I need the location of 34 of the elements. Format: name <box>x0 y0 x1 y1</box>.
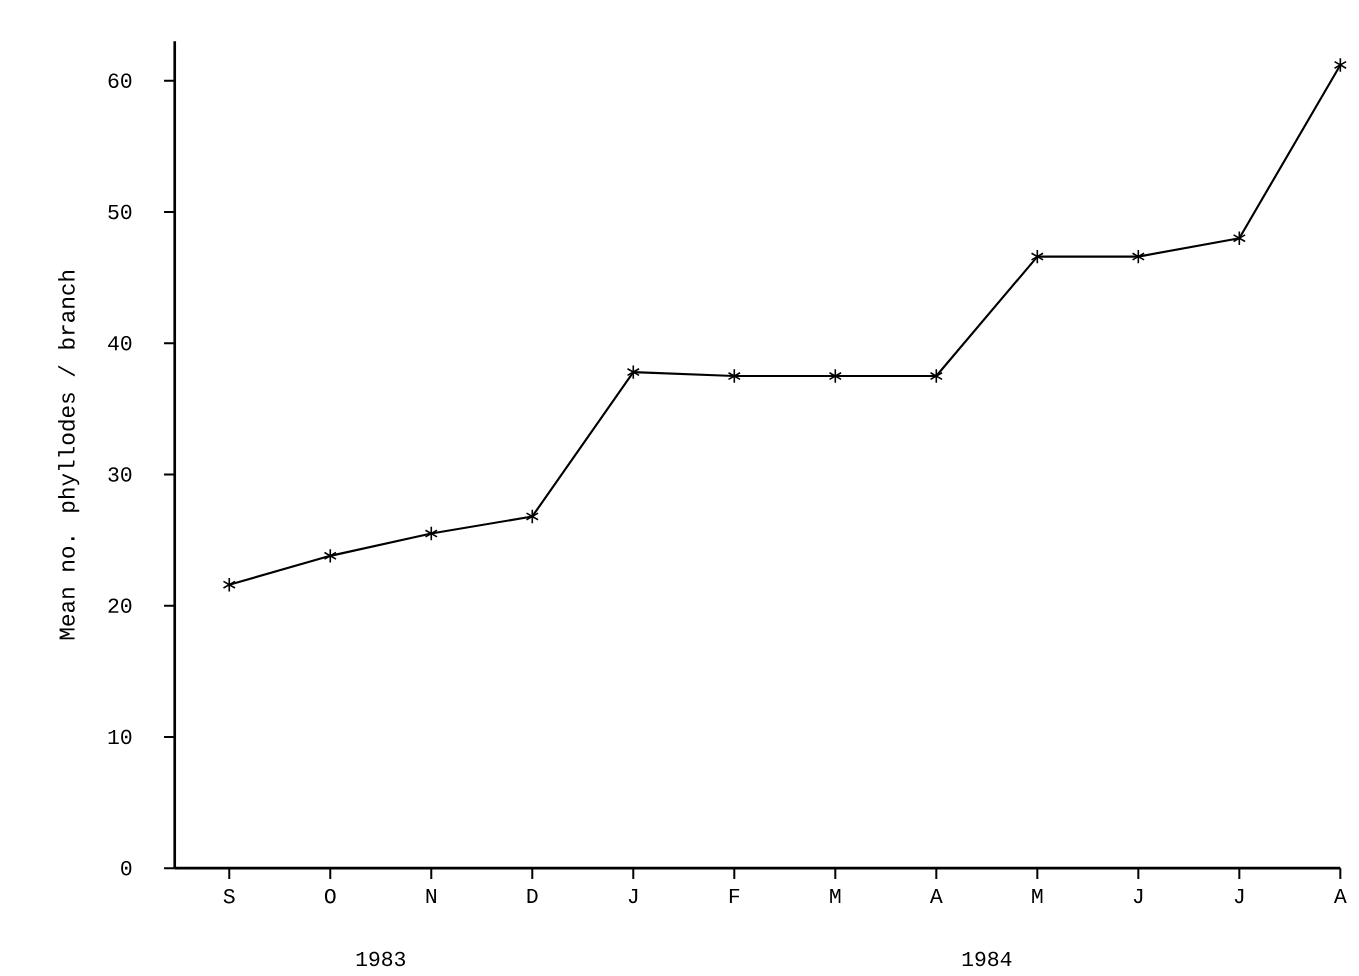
point <box>1333 57 1347 73</box>
y-tick-label: 0 <box>121 860 132 876</box>
y-tick-label: 30 <box>108 467 132 482</box>
point <box>828 368 842 384</box>
point <box>222 577 236 593</box>
x-tick-label: M <box>830 888 841 903</box>
x-tick-label: J <box>1234 888 1244 904</box>
point <box>626 364 640 380</box>
x-tick-label: N <box>426 888 436 903</box>
x-tick-label: M <box>1032 888 1043 903</box>
point <box>727 368 741 384</box>
x-tick-label: D <box>527 888 538 903</box>
x-tick-label: A <box>1333 888 1347 903</box>
y-tick-label: 20 <box>108 598 132 613</box>
x-tick-label: F <box>729 888 740 903</box>
point <box>1131 249 1145 264</box>
point <box>323 548 337 564</box>
y-tick-label: 40 <box>108 335 132 351</box>
y-axis-title: Mean no. phyllodes / branch <box>58 270 80 640</box>
x-tick-label: O <box>324 888 336 904</box>
point <box>929 368 943 384</box>
point <box>424 525 438 541</box>
text: 1983 <box>356 951 406 967</box>
y-tick-label: 10 <box>108 729 132 745</box>
text: 1984 <box>962 951 1012 967</box>
point <box>1232 230 1246 246</box>
point <box>1030 249 1044 264</box>
point <box>525 508 539 524</box>
x-tick-label: S <box>223 888 235 904</box>
y-tick-label: 50 <box>108 204 132 220</box>
x-tick-label: J <box>628 888 638 904</box>
x-tick-label: A <box>929 888 943 903</box>
y-tick-label: 60 <box>108 73 132 88</box>
x-tick-label: J <box>1133 888 1143 904</box>
